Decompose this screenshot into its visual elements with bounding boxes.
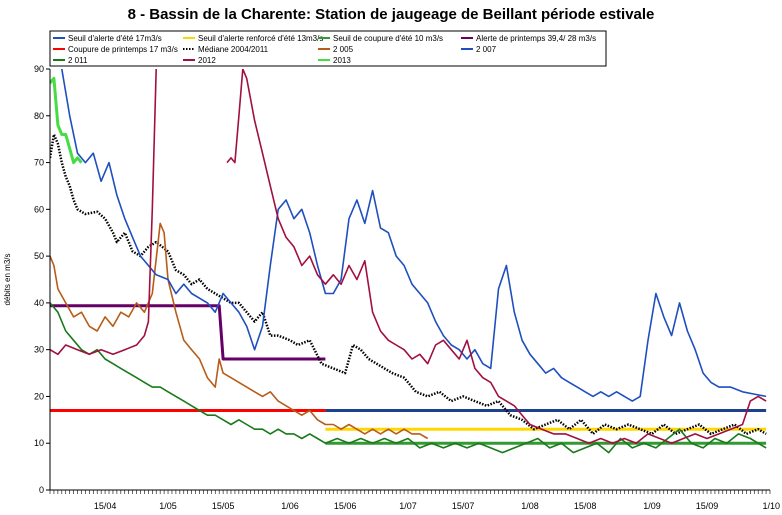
y-tick-label: 10 <box>34 438 44 448</box>
series-line-alerte-de-printemps-39-4-28-m3-s <box>50 304 326 361</box>
x-tick-label: 1/10 <box>762 501 780 511</box>
legend-label-seuil-d-alerte-renforce-d-ete-13m3-s: Seuil d'alerte renforcé d'été 13m3/s <box>198 34 323 43</box>
y-tick-label: 60 <box>34 204 44 214</box>
series-line-2012 <box>50 69 157 356</box>
legend-label-seuil-de-coupure-d-ete-10-m3-s: Seuil de coupure d'été 10 m3/s <box>333 34 443 43</box>
series-line-2-005 <box>50 222 429 440</box>
legend-label-mediane-2004-2011: Médiane 2004/2011 <box>198 45 269 54</box>
x-tick-label: 15/08 <box>574 501 597 511</box>
legend-label-coupure-de-printemps-17-m3-s: Coupure de printemps 17 m3/s <box>68 45 178 54</box>
legend-label-2012: 2012 <box>198 56 216 65</box>
legend-label-2-011: 2 011 <box>68 56 88 65</box>
y-tick-label: 20 <box>34 391 44 401</box>
chart-title: 8 - Bassin de la Charente: Station de ja… <box>127 6 655 23</box>
legend-label-2-007: 2 007 <box>476 45 497 54</box>
y-tick-label: 0 <box>39 485 44 495</box>
series-line-mediane-2004-2011 <box>50 133 767 436</box>
axes: 0 10 20 30 40 50 60 70 80 90 15/04 1/05 15/05 1/06 15/… <box>34 64 780 511</box>
y-tick-label: 30 <box>34 345 44 355</box>
x-tick-label: 1/08 <box>521 501 539 511</box>
legend-label-2-005: 2 005 <box>333 45 354 54</box>
x-tick-label: 1/09 <box>643 501 661 511</box>
x-tick-label: 1/06 <box>281 501 299 511</box>
series-line-2-007 <box>61 69 767 402</box>
x-tick-label: 1/07 <box>399 501 417 511</box>
y-tick-label: 40 <box>34 298 44 308</box>
x-tick-label: 15/04 <box>94 501 117 511</box>
series-line-2012 <box>226 69 767 444</box>
y-tick-label: 90 <box>34 64 44 74</box>
y-axis-label: débits en m3/s <box>3 253 12 305</box>
plot-area <box>50 69 767 454</box>
legend-label-2013: 2013 <box>333 56 351 65</box>
y-tick-label: 50 <box>34 251 44 261</box>
legend-label-seuil-d-alerte-d-ete-17m3-s: Seuil d'alerte d'été 17m3/s <box>68 34 162 43</box>
x-tick-label: 15/06 <box>334 501 357 511</box>
x-tick-label: 1/05 <box>159 501 177 511</box>
legend-label-alerte-de-printemps-39-4-28-m3-s: Alerte de printemps 39,4/ 28 m3/s <box>476 34 596 43</box>
y-tick-label: 70 <box>34 158 44 168</box>
legend: Seuil d'alerte d'été 17m3/s Seuil d'alert… <box>49 30 607 67</box>
x-tick-label: 15/05 <box>212 501 235 511</box>
x-tick-label: 15/07 <box>452 501 475 511</box>
y-tick-label: 80 <box>34 111 44 121</box>
x-tick-label: 15/09 <box>696 501 719 511</box>
series-line-2013 <box>50 76 83 165</box>
series-line-2-011 <box>50 302 767 454</box>
